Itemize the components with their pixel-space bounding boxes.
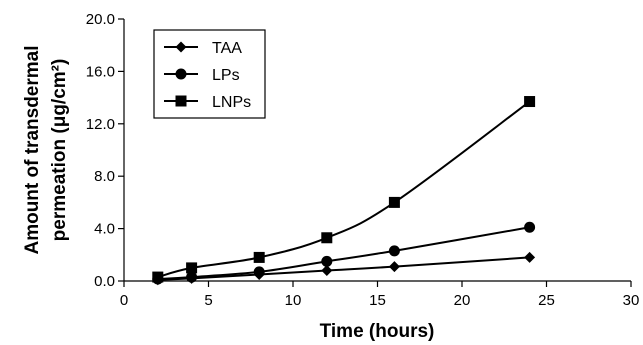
legend-label-taa: TAA <box>212 40 242 57</box>
legend-label-lnps: LNPs <box>212 94 251 111</box>
data-point-lnps <box>388 196 400 208</box>
data-point-lnps <box>152 271 164 283</box>
series-line-lps <box>157 226 530 281</box>
plot-area: 0.0 4.0 8.0 12.0 16.0 20.0 0 5 10 15 20 25 30 <box>86 11 640 309</box>
legend-marker-lps <box>175 68 187 80</box>
series-line-lnps <box>157 100 531 279</box>
data-point-lnps <box>524 96 536 108</box>
data-point-lnps <box>321 232 333 244</box>
x-tick-label: 5 <box>204 292 212 309</box>
data-point-lps <box>253 266 265 278</box>
y-axis-title-line-1: Amount of transdermal <box>22 45 43 254</box>
data-point-taa <box>388 261 400 273</box>
data-point-lps <box>321 255 333 267</box>
legend-marker-taa <box>175 41 187 53</box>
y-tick-label: 4.0 <box>94 221 115 238</box>
x-tick-label: 20 <box>454 292 471 309</box>
data-point-lps <box>524 221 536 233</box>
y-tick-label: 8.0 <box>94 168 115 185</box>
y-tick-label: 12.0 <box>86 116 115 133</box>
y-tick-label: 20.0 <box>86 11 115 28</box>
x-axis-title: Time (hours) <box>320 321 435 342</box>
data-point-taa <box>524 251 536 263</box>
data-point-lnps <box>186 262 198 274</box>
y-tick-label: 0.0 <box>94 273 115 290</box>
data-point-taa <box>321 265 333 277</box>
legend-marker-lnps <box>175 95 187 107</box>
y-axis-title: Amount of transdermal permeation (μg/cm²… <box>22 45 70 254</box>
x-tick-label: 0 <box>120 292 128 309</box>
legend: TAA LPs LNPs <box>153 29 266 119</box>
y-tick-label: 16.0 <box>86 63 115 80</box>
data-point-lps <box>186 271 198 283</box>
data-point-lnps <box>253 251 265 263</box>
y-axis-title-line-2: permeation (μg/cm²) <box>49 59 70 242</box>
data-point-lps <box>388 245 400 257</box>
x-tick-label: 10 <box>285 292 302 309</box>
x-tick-label: 15 <box>369 292 386 309</box>
legend-label-lps: LPs <box>212 67 240 84</box>
x-tick-label: 30 <box>623 292 640 309</box>
x-tick-label: 25 <box>538 292 555 309</box>
